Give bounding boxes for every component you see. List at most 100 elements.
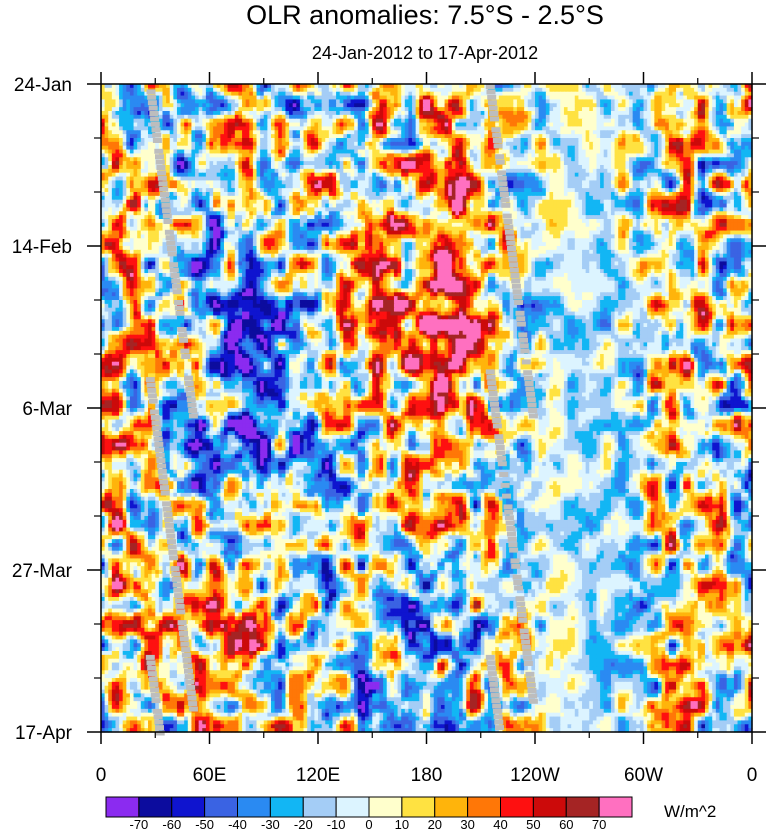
heatmap-cell xyxy=(162,119,166,123)
heatmap-cell xyxy=(278,103,282,107)
heatmap-cell xyxy=(452,115,456,119)
heatmap-cell xyxy=(698,107,702,111)
heatmap-cell xyxy=(358,103,362,107)
heatmap-cell xyxy=(126,115,130,119)
heatmap-cell xyxy=(427,115,431,119)
heatmap-cell xyxy=(647,92,651,96)
heatmap-cell xyxy=(589,99,593,103)
heatmap-cell xyxy=(188,107,192,111)
heatmap-cell xyxy=(235,88,239,92)
heatmap-cell xyxy=(246,107,250,111)
heatmap-cell xyxy=(390,96,394,100)
heatmap-cell xyxy=(181,92,185,96)
heatmap-cell xyxy=(466,107,470,111)
heatmap-cell xyxy=(687,115,691,119)
heatmap-cell xyxy=(586,111,590,115)
heatmap-cell xyxy=(112,88,116,92)
heatmap-cell xyxy=(625,88,629,92)
heatmap-cell xyxy=(517,107,521,111)
heatmap-cell xyxy=(719,99,723,103)
heatmap-cell xyxy=(430,111,434,115)
heatmap-cell xyxy=(238,92,242,96)
heatmap-cell xyxy=(271,115,275,119)
heatmap-cell xyxy=(181,119,185,123)
heatmap-cell xyxy=(499,103,503,107)
heatmap-cell xyxy=(680,103,684,107)
heatmap-cell xyxy=(647,99,651,103)
heatmap-cell xyxy=(282,103,286,107)
heatmap-cell xyxy=(441,103,445,107)
heatmap-cell xyxy=(206,96,210,100)
heatmap-cell xyxy=(134,111,138,115)
heatmap-cell xyxy=(636,88,640,92)
heatmap-cell xyxy=(600,111,604,115)
heatmap-cell xyxy=(607,88,611,92)
heatmap-cell xyxy=(267,115,271,119)
heatmap-cell xyxy=(177,115,181,119)
heatmap-cell xyxy=(662,115,666,119)
heatmap-cell xyxy=(119,107,123,111)
heatmap-cell xyxy=(578,107,582,111)
heatmap-cell xyxy=(257,115,261,119)
heatmap-cell xyxy=(217,115,221,119)
heatmap-cell xyxy=(622,115,626,119)
heatmap-cell xyxy=(130,115,134,119)
heatmap-cell xyxy=(112,99,116,103)
heatmap-cell xyxy=(304,115,308,119)
heatmap-cell xyxy=(434,92,438,96)
heatmap-cell xyxy=(463,111,467,115)
heatmap-cell xyxy=(390,107,394,111)
heatmap-cell xyxy=(647,103,651,107)
heatmap-cell xyxy=(105,99,109,103)
heatmap-cell xyxy=(336,92,340,96)
heatmap-cell xyxy=(474,99,478,103)
heatmap-cell xyxy=(625,111,629,115)
heatmap-cell xyxy=(575,111,579,115)
heatmap-cell xyxy=(586,107,590,111)
heatmap-cell xyxy=(278,99,282,103)
heatmap-cell xyxy=(105,115,109,119)
heatmap-cell xyxy=(311,107,315,111)
heatmap-cell xyxy=(470,99,474,103)
heatmap-cell xyxy=(691,92,695,96)
heatmap-cell xyxy=(383,88,387,92)
heatmap-cell xyxy=(115,88,119,92)
heatmap-cell xyxy=(546,111,550,115)
heatmap-cell xyxy=(524,99,528,103)
heatmap-cell xyxy=(564,92,568,96)
heatmap-cell xyxy=(340,92,344,96)
heatmap-cell xyxy=(405,107,409,111)
heatmap-cell xyxy=(528,115,532,119)
heatmap-cell xyxy=(419,107,423,111)
heatmap-cell xyxy=(477,107,481,111)
heatmap-cell xyxy=(311,111,315,115)
heatmap-cell xyxy=(484,115,488,119)
heatmap-cell xyxy=(398,115,402,119)
heatmap-cell xyxy=(701,103,705,107)
heatmap-cell xyxy=(466,99,470,103)
heatmap-cell xyxy=(452,111,456,115)
heatmap-cell xyxy=(123,88,127,92)
heatmap-cell xyxy=(665,96,669,100)
heatmap-cell xyxy=(586,96,590,100)
heatmap-cell xyxy=(195,96,199,100)
heatmap-cell xyxy=(738,96,742,100)
heatmap-cell xyxy=(427,96,431,100)
heatmap-cell xyxy=(318,92,322,96)
heatmap-cell xyxy=(513,92,517,96)
heatmap-cell xyxy=(351,115,355,119)
heatmap-cell xyxy=(600,88,604,92)
heatmap-cell xyxy=(358,111,362,115)
heatmap-cell xyxy=(738,92,742,96)
heatmap-cell xyxy=(455,92,459,96)
heatmap-cell xyxy=(191,115,195,119)
heatmap-cell xyxy=(199,99,203,103)
heatmap-cell xyxy=(539,96,543,100)
heatmap-cell xyxy=(531,96,535,100)
heatmap-cell xyxy=(213,92,217,96)
heatmap-cell xyxy=(289,96,293,100)
heatmap-cell xyxy=(680,115,684,119)
heatmap-cell xyxy=(622,99,626,103)
heatmap-cell xyxy=(658,96,662,100)
heatmap-cell xyxy=(730,96,734,100)
